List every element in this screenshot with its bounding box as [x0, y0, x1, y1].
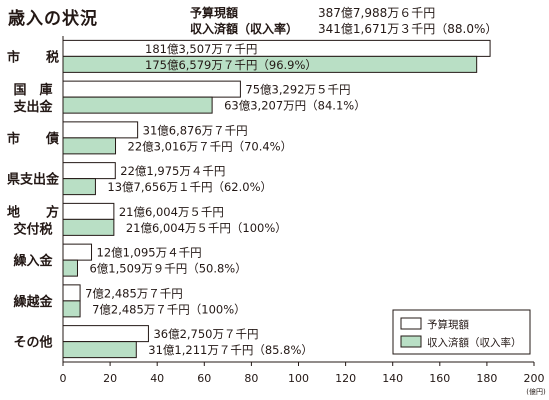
category-label: 市 税	[7, 49, 59, 65]
budget-total-value: 387億7,988万６千円	[318, 6, 436, 20]
legend-swatch-budget	[400, 317, 422, 330]
collected-value-label: 175億6,579万７千円（96.9%）	[145, 58, 317, 72]
x-tick-label: 40	[150, 372, 164, 385]
x-tick-label: 180	[476, 372, 497, 385]
budget-bar	[62, 162, 116, 180]
budget-value-label: 181億3,507万７千円	[145, 42, 257, 56]
legend-swatch-collected	[400, 335, 422, 348]
x-tick-label: 200	[524, 372, 545, 385]
budget-value-label: 22億1,975万４千円	[120, 164, 225, 178]
collected-value-label: 21億6,004万５千円（100%）	[126, 221, 287, 235]
budget-total-label: 予算現額	[190, 6, 239, 20]
category-label: 交付税	[13, 221, 52, 237]
legend-label-collected: 収入済額（収入率）	[427, 336, 522, 349]
budget-bar	[62, 39, 491, 57]
collected-value-label: 6億1,509万９千円（50.8%）	[89, 262, 246, 276]
budget-value-label: 36億2,750万７千円	[153, 327, 258, 341]
category-label: 市 債	[7, 131, 59, 147]
collected-bar	[62, 55, 478, 73]
x-tick-label: 0	[60, 372, 67, 385]
collected-value-label: 13億7,656万１千円（62.0%）	[107, 180, 272, 194]
collected-value-label: 22億3,016万７千円（70.4%）	[128, 139, 293, 153]
x-tick-label: 140	[382, 372, 403, 385]
collected-bar	[62, 178, 96, 196]
budget-bar	[62, 284, 81, 302]
collected-total-value: 341億1,671万３千円（88.0%）	[318, 22, 498, 36]
category-label: その他	[13, 335, 52, 351]
page-title: 歳入の状況	[8, 9, 98, 29]
category-label: 繰入金	[13, 253, 53, 269]
collected-bar	[62, 218, 115, 236]
collected-bar	[62, 96, 213, 114]
budget-bar	[62, 243, 93, 261]
collected-value-label: 31億1,211万７千円（85.8%）	[148, 343, 313, 357]
budget-bar	[62, 80, 241, 98]
category-label: 国 庫	[13, 82, 52, 98]
category-label: 支出金	[12, 99, 53, 115]
budget-value-label: 31億6,876万７千円	[143, 123, 248, 137]
budget-bar	[62, 202, 115, 220]
collected-bar	[62, 341, 137, 359]
x-tick-label: 160	[429, 372, 450, 385]
collected-bar	[62, 137, 117, 155]
budget-value-label: 7億2,485万７千円	[85, 286, 183, 300]
x-tick-label: 100	[288, 372, 309, 385]
legend-label-budget: 予算現額	[427, 318, 469, 331]
x-tick-label: 20	[103, 372, 117, 385]
collected-value-label: 63億3,207万円（84.1%）	[224, 99, 366, 113]
category-label: 地 方	[7, 204, 59, 220]
x-tick-label: 80	[244, 372, 258, 385]
collected-total-label: 収入済額（収入率）	[190, 22, 299, 36]
budget-value-label: 12億1,095万４千円	[97, 246, 202, 260]
budget-value-label: 21億6,004万５千円	[119, 205, 224, 219]
x-unit-label: (億円)	[526, 387, 546, 396]
x-tick-label: 60	[197, 372, 211, 385]
collected-value-label: 7億2,485万７千円（100%）	[92, 302, 246, 316]
budget-bar	[62, 325, 149, 343]
category-label: 県支出金	[7, 172, 60, 188]
collected-bar	[62, 300, 81, 318]
collected-bar	[62, 259, 78, 277]
x-tick-label: 120	[335, 372, 356, 385]
category-label: 繰越金	[13, 294, 53, 310]
budget-bar	[62, 121, 139, 139]
budget-value-label: 75億3,292万５千円	[245, 83, 350, 97]
